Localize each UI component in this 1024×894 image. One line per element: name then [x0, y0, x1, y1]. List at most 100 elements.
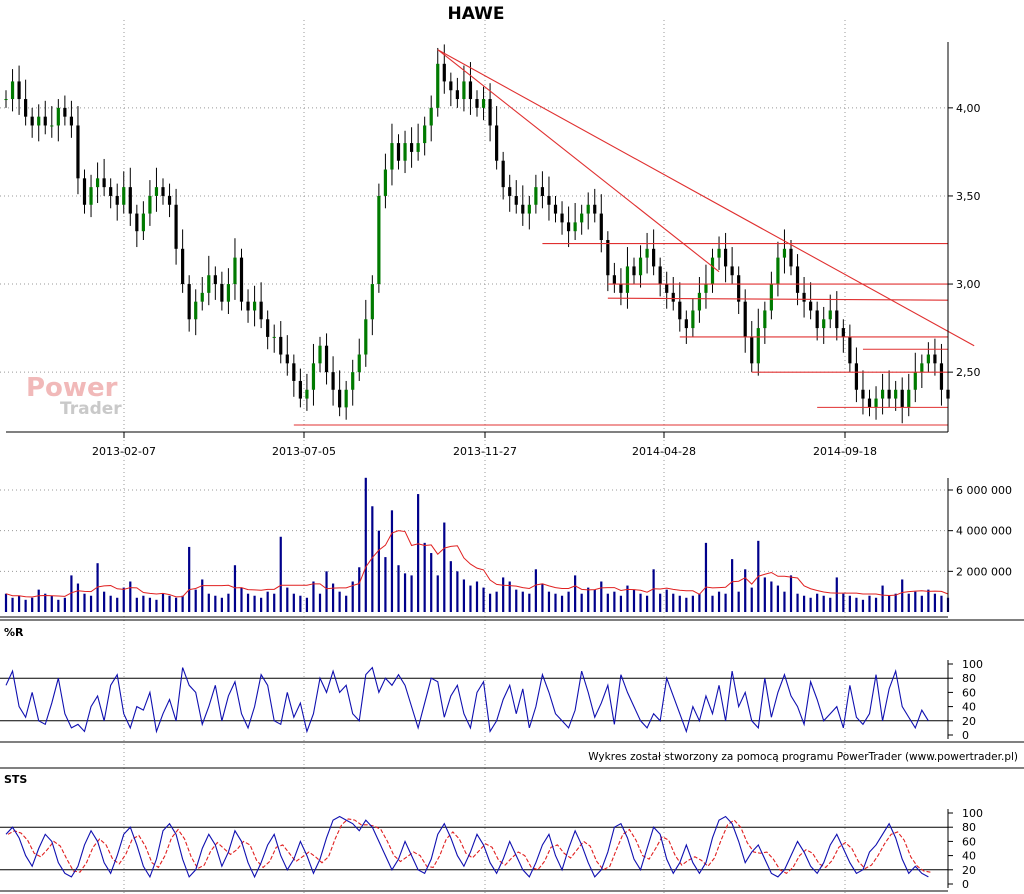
- williams-r-tick-label: 100: [962, 658, 983, 671]
- volume-bar: [24, 599, 27, 612]
- candle-body: [69, 116, 74, 126]
- candle-body: [534, 187, 538, 205]
- volume-bar: [809, 597, 812, 612]
- candle-body: [207, 275, 211, 293]
- candle-body: [56, 107, 60, 126]
- volume-bar: [417, 494, 420, 612]
- candle-body: [220, 284, 224, 302]
- candle-body: [449, 81, 453, 91]
- candle-body: [4, 99, 8, 101]
- volume-bar: [181, 595, 184, 612]
- candle-body: [841, 328, 845, 337]
- candle-body: [10, 81, 15, 100]
- x-tick-label: 2014-04-28: [632, 445, 696, 458]
- candle-body: [187, 284, 191, 320]
- volume-bar: [645, 595, 649, 612]
- volume-bar: [305, 597, 309, 612]
- candle-body: [521, 204, 525, 214]
- volume-bar: [135, 597, 138, 612]
- candle-body: [82, 178, 87, 205]
- volume-bar: [593, 589, 596, 612]
- volume-bar: [168, 595, 171, 612]
- candle-body: [324, 345, 329, 373]
- candle-body: [861, 389, 865, 399]
- volume-bar: [253, 595, 256, 612]
- volume-bar: [63, 597, 66, 612]
- volume-bar: [894, 593, 897, 612]
- volume-bar: [632, 589, 636, 612]
- volume-bar: [17, 595, 21, 612]
- volume-bar: [299, 595, 302, 612]
- volume-bar: [430, 553, 433, 612]
- watermark-text-trader: Trader: [60, 399, 122, 419]
- candle-body: [795, 266, 800, 293]
- candle-body: [710, 257, 715, 285]
- volume-bar: [763, 577, 766, 612]
- candle-body: [331, 372, 335, 390]
- candle-body: [30, 116, 34, 126]
- candle-body: [743, 301, 747, 337]
- candle-body: [468, 81, 473, 100]
- volume-bar: [691, 595, 694, 612]
- volume-bar: [744, 569, 747, 612]
- volume-bar: [194, 589, 197, 612]
- volume-bar: [155, 599, 158, 612]
- volume-bar: [70, 575, 73, 612]
- candle-body: [894, 389, 898, 399]
- candle-body: [181, 248, 185, 285]
- volume-bar: [652, 569, 655, 612]
- candle-body: [828, 310, 832, 320]
- volume-bar: [901, 579, 904, 612]
- volume-bar: [103, 591, 106, 612]
- candle-body: [684, 319, 688, 329]
- candle-body: [37, 116, 41, 126]
- volume-bar: [201, 579, 204, 612]
- volume-bar: [698, 593, 701, 612]
- volume-tick-label: 6 000 000: [956, 484, 1012, 497]
- williams-r-tick-label: 80: [962, 672, 976, 685]
- volume-bar: [606, 593, 609, 612]
- candle-body: [867, 398, 872, 408]
- volume-bar: [220, 597, 223, 612]
- volume-bar: [345, 595, 348, 612]
- candle-body: [194, 301, 198, 320]
- stochastic-tick-label: 80: [962, 821, 976, 834]
- candle-body: [76, 125, 80, 179]
- volume-bar: [861, 599, 865, 612]
- volume-bar: [129, 581, 132, 612]
- candle-body: [266, 319, 270, 337]
- candle-body: [17, 81, 21, 100]
- volume-bar: [351, 581, 354, 612]
- price-tick-label: 3,50: [956, 190, 981, 203]
- trend-line: [437, 49, 975, 347]
- candle-body: [436, 63, 440, 108]
- volume-bar: [574, 575, 577, 612]
- volume-bar: [842, 593, 845, 612]
- candle-body: [488, 99, 492, 126]
- volume-bar: [659, 593, 662, 612]
- stochastic-tick-label: 100: [962, 807, 983, 820]
- price-tick-label: 2,50: [956, 366, 981, 379]
- volume-bar: [750, 587, 753, 612]
- candle-body: [167, 195, 172, 205]
- volume-bar: [371, 506, 374, 612]
- candle-body: [540, 187, 545, 196]
- price-tick-label: 4,00: [956, 102, 981, 115]
- volume-bar: [318, 593, 322, 612]
- volume-bar: [397, 565, 400, 612]
- candle-body: [102, 178, 106, 188]
- candle-body: [24, 99, 28, 117]
- candle-body: [730, 266, 734, 276]
- candle-body: [913, 372, 917, 390]
- stochastic-tick-label: 20: [962, 864, 976, 877]
- candle-body: [665, 284, 669, 293]
- candle-body: [547, 195, 551, 205]
- candle-body: [763, 310, 767, 329]
- volume-bar: [835, 577, 838, 612]
- x-tick-label: 2013-11-27: [453, 445, 517, 458]
- volume-bar: [488, 593, 492, 612]
- volume-bar: [174, 597, 178, 612]
- candle-body: [298, 380, 302, 399]
- volume-bar: [148, 597, 152, 612]
- candle-body: [272, 336, 276, 338]
